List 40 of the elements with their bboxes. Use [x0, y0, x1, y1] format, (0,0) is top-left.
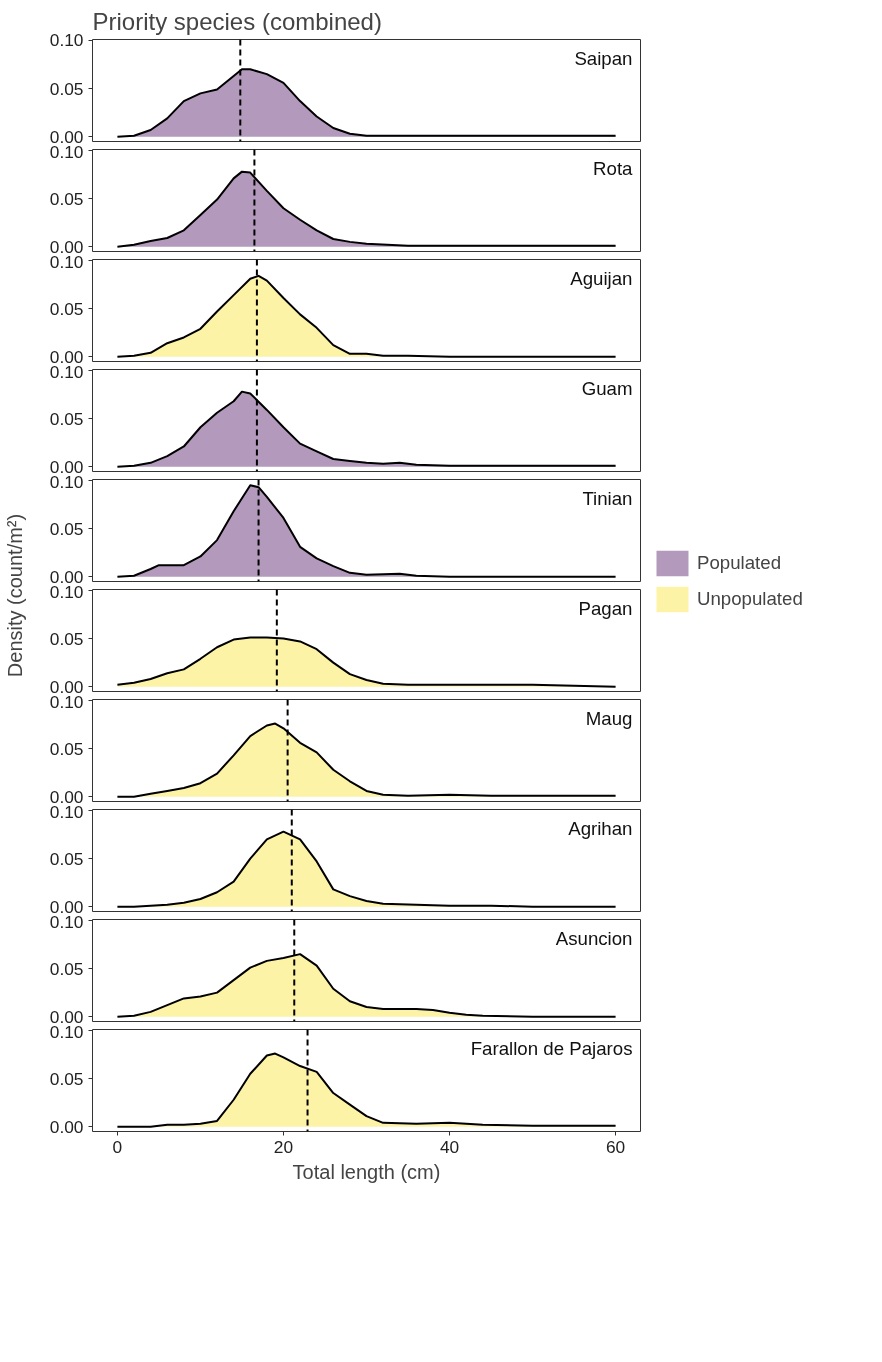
- annotation: Rota: [593, 157, 634, 179]
- chart-title: Priority species (combined): [92, 7, 382, 35]
- x-tick-label: 60: [605, 1136, 626, 1157]
- y-tick-label: 0.05: [49, 1068, 84, 1089]
- y-tick-label: 0.05: [49, 78, 84, 99]
- annotation: Aguijan: [570, 267, 633, 289]
- legend-label: Populated: [697, 552, 782, 574]
- y-tick-label: 0.00: [49, 786, 84, 807]
- annotation: Saipan: [574, 47, 633, 69]
- annotation: Maug: [585, 707, 633, 729]
- y-tick-label: 0.05: [49, 738, 84, 759]
- annotation: Farallon de Pajaros: [470, 1037, 633, 1059]
- y-tick-label: 0.05: [49, 958, 84, 979]
- y-tick-label: 0.00: [49, 236, 84, 257]
- y-tick-label: 0.00: [49, 1116, 84, 1137]
- y-tick-label: 0.00: [49, 566, 84, 587]
- y-tick-label: 0.05: [49, 628, 84, 649]
- x-tick-label: 20: [273, 1136, 294, 1157]
- annotation: Agrihan: [568, 817, 633, 839]
- y-tick-label: 0.05: [49, 298, 84, 319]
- legend-label: Unpopulated: [697, 588, 803, 610]
- annotation: Guam: [581, 377, 633, 399]
- y-tick-label: 0.10: [49, 30, 84, 51]
- y-tick-label: 0.00: [49, 346, 84, 367]
- y-tick-label: 0.05: [49, 518, 84, 539]
- x-tick-label: 0: [112, 1136, 123, 1157]
- x-axis-title: Total length (cm): [292, 1160, 441, 1183]
- y-tick-label: 0.00: [49, 896, 84, 917]
- x-tick-label: 40: [439, 1136, 460, 1157]
- y-tick-label: 0.05: [49, 188, 84, 209]
- y-tick-label: 0.00: [49, 1006, 84, 1027]
- annotation: Tinian: [582, 487, 633, 509]
- y-tick-label: 0.05: [49, 408, 84, 429]
- annotation: Asuncion: [555, 927, 633, 949]
- y-axis-title: Density (count/m²): [3, 513, 26, 678]
- annotation: Pagan: [578, 597, 633, 619]
- y-tick-label: 0.00: [49, 676, 84, 697]
- y-tick-label: 0.00: [49, 126, 84, 147]
- y-tick-label: 0.00: [49, 456, 84, 477]
- y-tick-label: 0.05: [49, 848, 84, 869]
